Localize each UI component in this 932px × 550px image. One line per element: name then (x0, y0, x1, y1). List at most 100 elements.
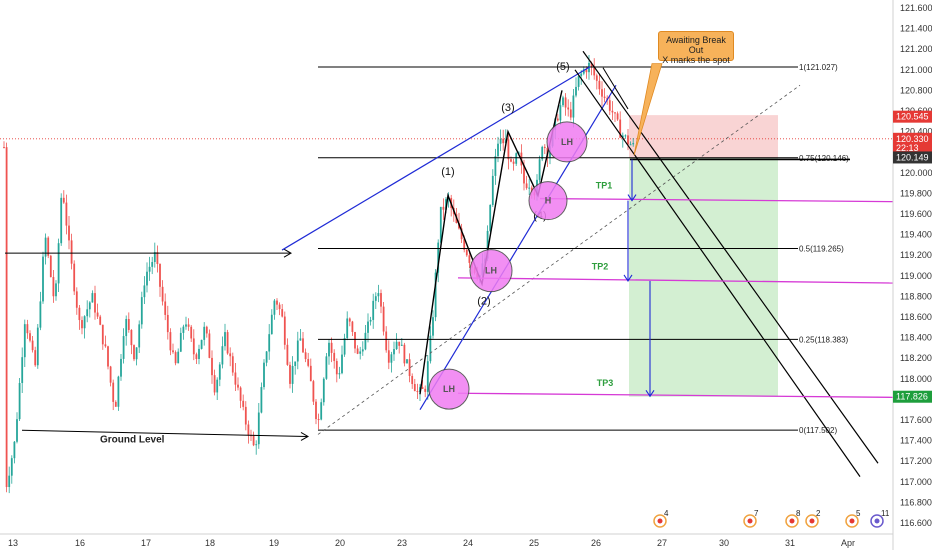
candle-body (616, 113, 619, 120)
candle-body (16, 419, 18, 442)
price-axis[interactable]: 121.600121.400121.200121.000120.800120.6… (892, 0, 932, 550)
candle-body (268, 334, 271, 352)
target-arrow-head (645, 390, 655, 398)
candle-body (341, 354, 343, 374)
stop-loss-zone (629, 115, 778, 158)
short-trend-line (602, 67, 629, 110)
candle-body (224, 332, 226, 347)
wave-label: (5) (556, 61, 569, 73)
candle-body (192, 338, 195, 355)
event-icons[interactable]: 4 7 8 2 5 11 (653, 509, 890, 528)
candle-body (429, 335, 432, 362)
candle-body (179, 332, 182, 352)
event-icon-dot[interactable] (874, 518, 880, 524)
candle-body (328, 342, 330, 357)
candle-body (395, 341, 398, 350)
candle-body (187, 324, 190, 327)
candle-body (55, 283, 57, 297)
event-icon-count: 7 (754, 509, 759, 518)
candle-body (416, 391, 419, 393)
candle-body (182, 326, 185, 333)
candle-body (177, 351, 180, 364)
candle-body (260, 387, 263, 413)
candle-body (62, 197, 65, 203)
candle-body (135, 347, 138, 360)
candle-body (562, 97, 564, 106)
candle-body (302, 338, 304, 353)
candle-body (140, 297, 143, 325)
event-icon-dot[interactable] (657, 518, 663, 524)
price-tick-label: 117.400 (900, 436, 932, 446)
event-icon-count: 2 (816, 509, 821, 518)
price-tag-label: 117.826 (896, 392, 928, 402)
candle-body (203, 326, 206, 340)
event-icon-dot[interactable] (849, 518, 855, 524)
candle-body (364, 332, 367, 350)
candle-body (200, 339, 203, 349)
circle-label: LH (443, 384, 455, 394)
time-tick-label: 16 (75, 538, 85, 548)
candle-body (23, 324, 26, 358)
price-tick-label: 118.000 (900, 374, 932, 384)
candle-body (151, 262, 154, 267)
candle-body (400, 344, 403, 346)
target-line (539, 197, 894, 203)
candle-body (65, 202, 68, 226)
time-tick-label: 30 (719, 538, 729, 548)
candle-body (208, 333, 211, 358)
event-icon-dot[interactable] (789, 518, 795, 524)
candle-body (294, 361, 297, 366)
price-tick-label: 118.400 (900, 333, 932, 343)
candle-body (117, 376, 120, 407)
target-label: TP3 (597, 378, 614, 388)
circle-label: LH (561, 137, 573, 147)
candle-body (94, 293, 96, 313)
price-tick-label: 117.600 (900, 415, 932, 425)
candle-body (101, 324, 104, 345)
candle-body (385, 331, 388, 351)
candle-body (169, 332, 172, 351)
candle-body (265, 351, 268, 363)
candle-body (614, 112, 616, 114)
candle-body (491, 175, 494, 205)
fib-level-label: 0(117.502) (799, 426, 837, 435)
event-icon-count: 4 (664, 509, 669, 518)
candle-body (26, 324, 29, 334)
candle-body (439, 206, 442, 243)
price-tag-box (893, 132, 932, 145)
candle-body (434, 272, 437, 318)
candle-body (502, 138, 505, 144)
candle-body (486, 230, 489, 259)
candle-body (333, 352, 336, 362)
price-tick-label: 116.800 (900, 497, 932, 507)
event-icon-dot[interactable] (747, 518, 753, 524)
candle-body (107, 346, 109, 367)
candle-body (252, 435, 255, 446)
price-tag-label: 22:13 (896, 143, 919, 153)
candle-body (146, 271, 148, 286)
time-axis[interactable]: 13 16 17 18 19 20 23 24 25 26 27 30 31 Apr (0, 533, 893, 548)
candle-body (211, 357, 213, 376)
candle-body (68, 225, 70, 241)
candle-body (39, 301, 42, 328)
candle-body (195, 354, 198, 360)
time-tick-label: 17 (141, 538, 151, 548)
candle-body (590, 62, 593, 67)
candle-body (49, 255, 52, 278)
event-icon-dot[interactable] (809, 518, 815, 524)
target-line (457, 277, 894, 284)
candle-body (229, 353, 232, 357)
candle-body (387, 350, 390, 363)
candle-body (601, 89, 603, 97)
candle-body (78, 307, 81, 321)
candle-body (226, 332, 229, 354)
candle-body (468, 255, 471, 263)
candle-body (611, 110, 614, 113)
candle-body (320, 402, 323, 420)
candle-body (559, 105, 562, 121)
downtrend-line-lower (574, 69, 861, 477)
candle-body (343, 338, 346, 355)
candle-body (406, 359, 408, 364)
